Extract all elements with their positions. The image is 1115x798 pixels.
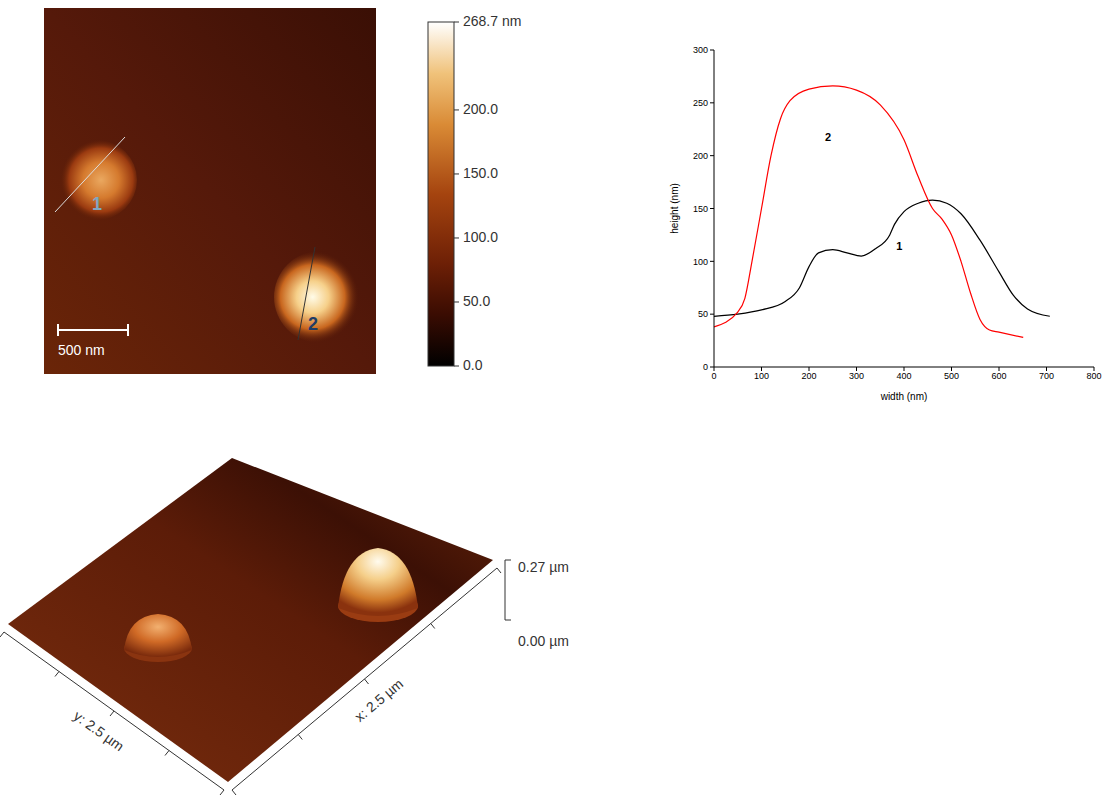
- svg-text:y: 2.5 µm: y: 2.5 µm: [71, 708, 127, 755]
- svg-text:500 nm: 500 nm: [58, 342, 105, 358]
- svg-text:200: 200: [693, 151, 708, 161]
- svg-text:1: 1: [92, 194, 102, 214]
- svg-text:150: 150: [693, 204, 708, 214]
- svg-text:0: 0: [703, 362, 708, 372]
- svg-text:0.27 µm: 0.27 µm: [518, 559, 569, 575]
- svg-text:100: 100: [754, 371, 769, 381]
- svg-text:400: 400: [896, 371, 911, 381]
- svg-text:width (nm): width (nm): [880, 391, 928, 402]
- svg-text:100: 100: [693, 257, 708, 267]
- svg-text:2: 2: [308, 314, 318, 334]
- svg-text:0: 0: [711, 371, 716, 381]
- svg-text:800: 800: [1086, 371, 1101, 381]
- svg-text:300: 300: [849, 371, 864, 381]
- svg-text:200: 200: [801, 371, 816, 381]
- svg-text:500: 500: [944, 371, 959, 381]
- svg-text:100.0: 100.0: [463, 229, 498, 245]
- svg-text:1: 1: [896, 240, 902, 252]
- svg-text:x: 2.5 µm: x: 2.5 µm: [351, 675, 406, 724]
- svg-text:0.0: 0.0: [463, 357, 483, 373]
- svg-text:50.0: 50.0: [463, 293, 490, 309]
- svg-text:300: 300: [693, 45, 708, 55]
- svg-text:0.00 µm: 0.00 µm: [518, 633, 569, 649]
- svg-text:2: 2: [825, 131, 831, 143]
- svg-text:200.0: 200.0: [463, 101, 498, 117]
- svg-text:150.0: 150.0: [463, 165, 498, 181]
- svg-text:600: 600: [991, 371, 1006, 381]
- svg-text:268.7 nm: 268.7 nm: [463, 13, 521, 29]
- svg-text:250: 250: [693, 98, 708, 108]
- svg-text:height (nm): height (nm): [669, 183, 680, 234]
- svg-text:700: 700: [1039, 371, 1054, 381]
- svg-text:50: 50: [698, 309, 708, 319]
